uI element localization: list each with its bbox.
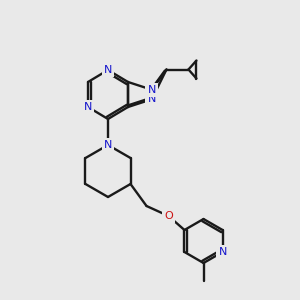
Text: N: N bbox=[104, 65, 112, 75]
Text: O: O bbox=[164, 211, 173, 221]
Text: N: N bbox=[104, 65, 112, 75]
Text: N: N bbox=[148, 94, 156, 104]
Text: N: N bbox=[218, 247, 227, 257]
Text: N: N bbox=[84, 102, 92, 112]
Text: N: N bbox=[148, 94, 156, 104]
Text: N: N bbox=[104, 140, 112, 150]
Text: N: N bbox=[148, 85, 156, 95]
Text: N: N bbox=[218, 247, 227, 257]
Text: N: N bbox=[104, 140, 112, 150]
Text: N: N bbox=[84, 102, 92, 112]
Text: O: O bbox=[164, 211, 173, 221]
Text: N: N bbox=[148, 85, 156, 95]
